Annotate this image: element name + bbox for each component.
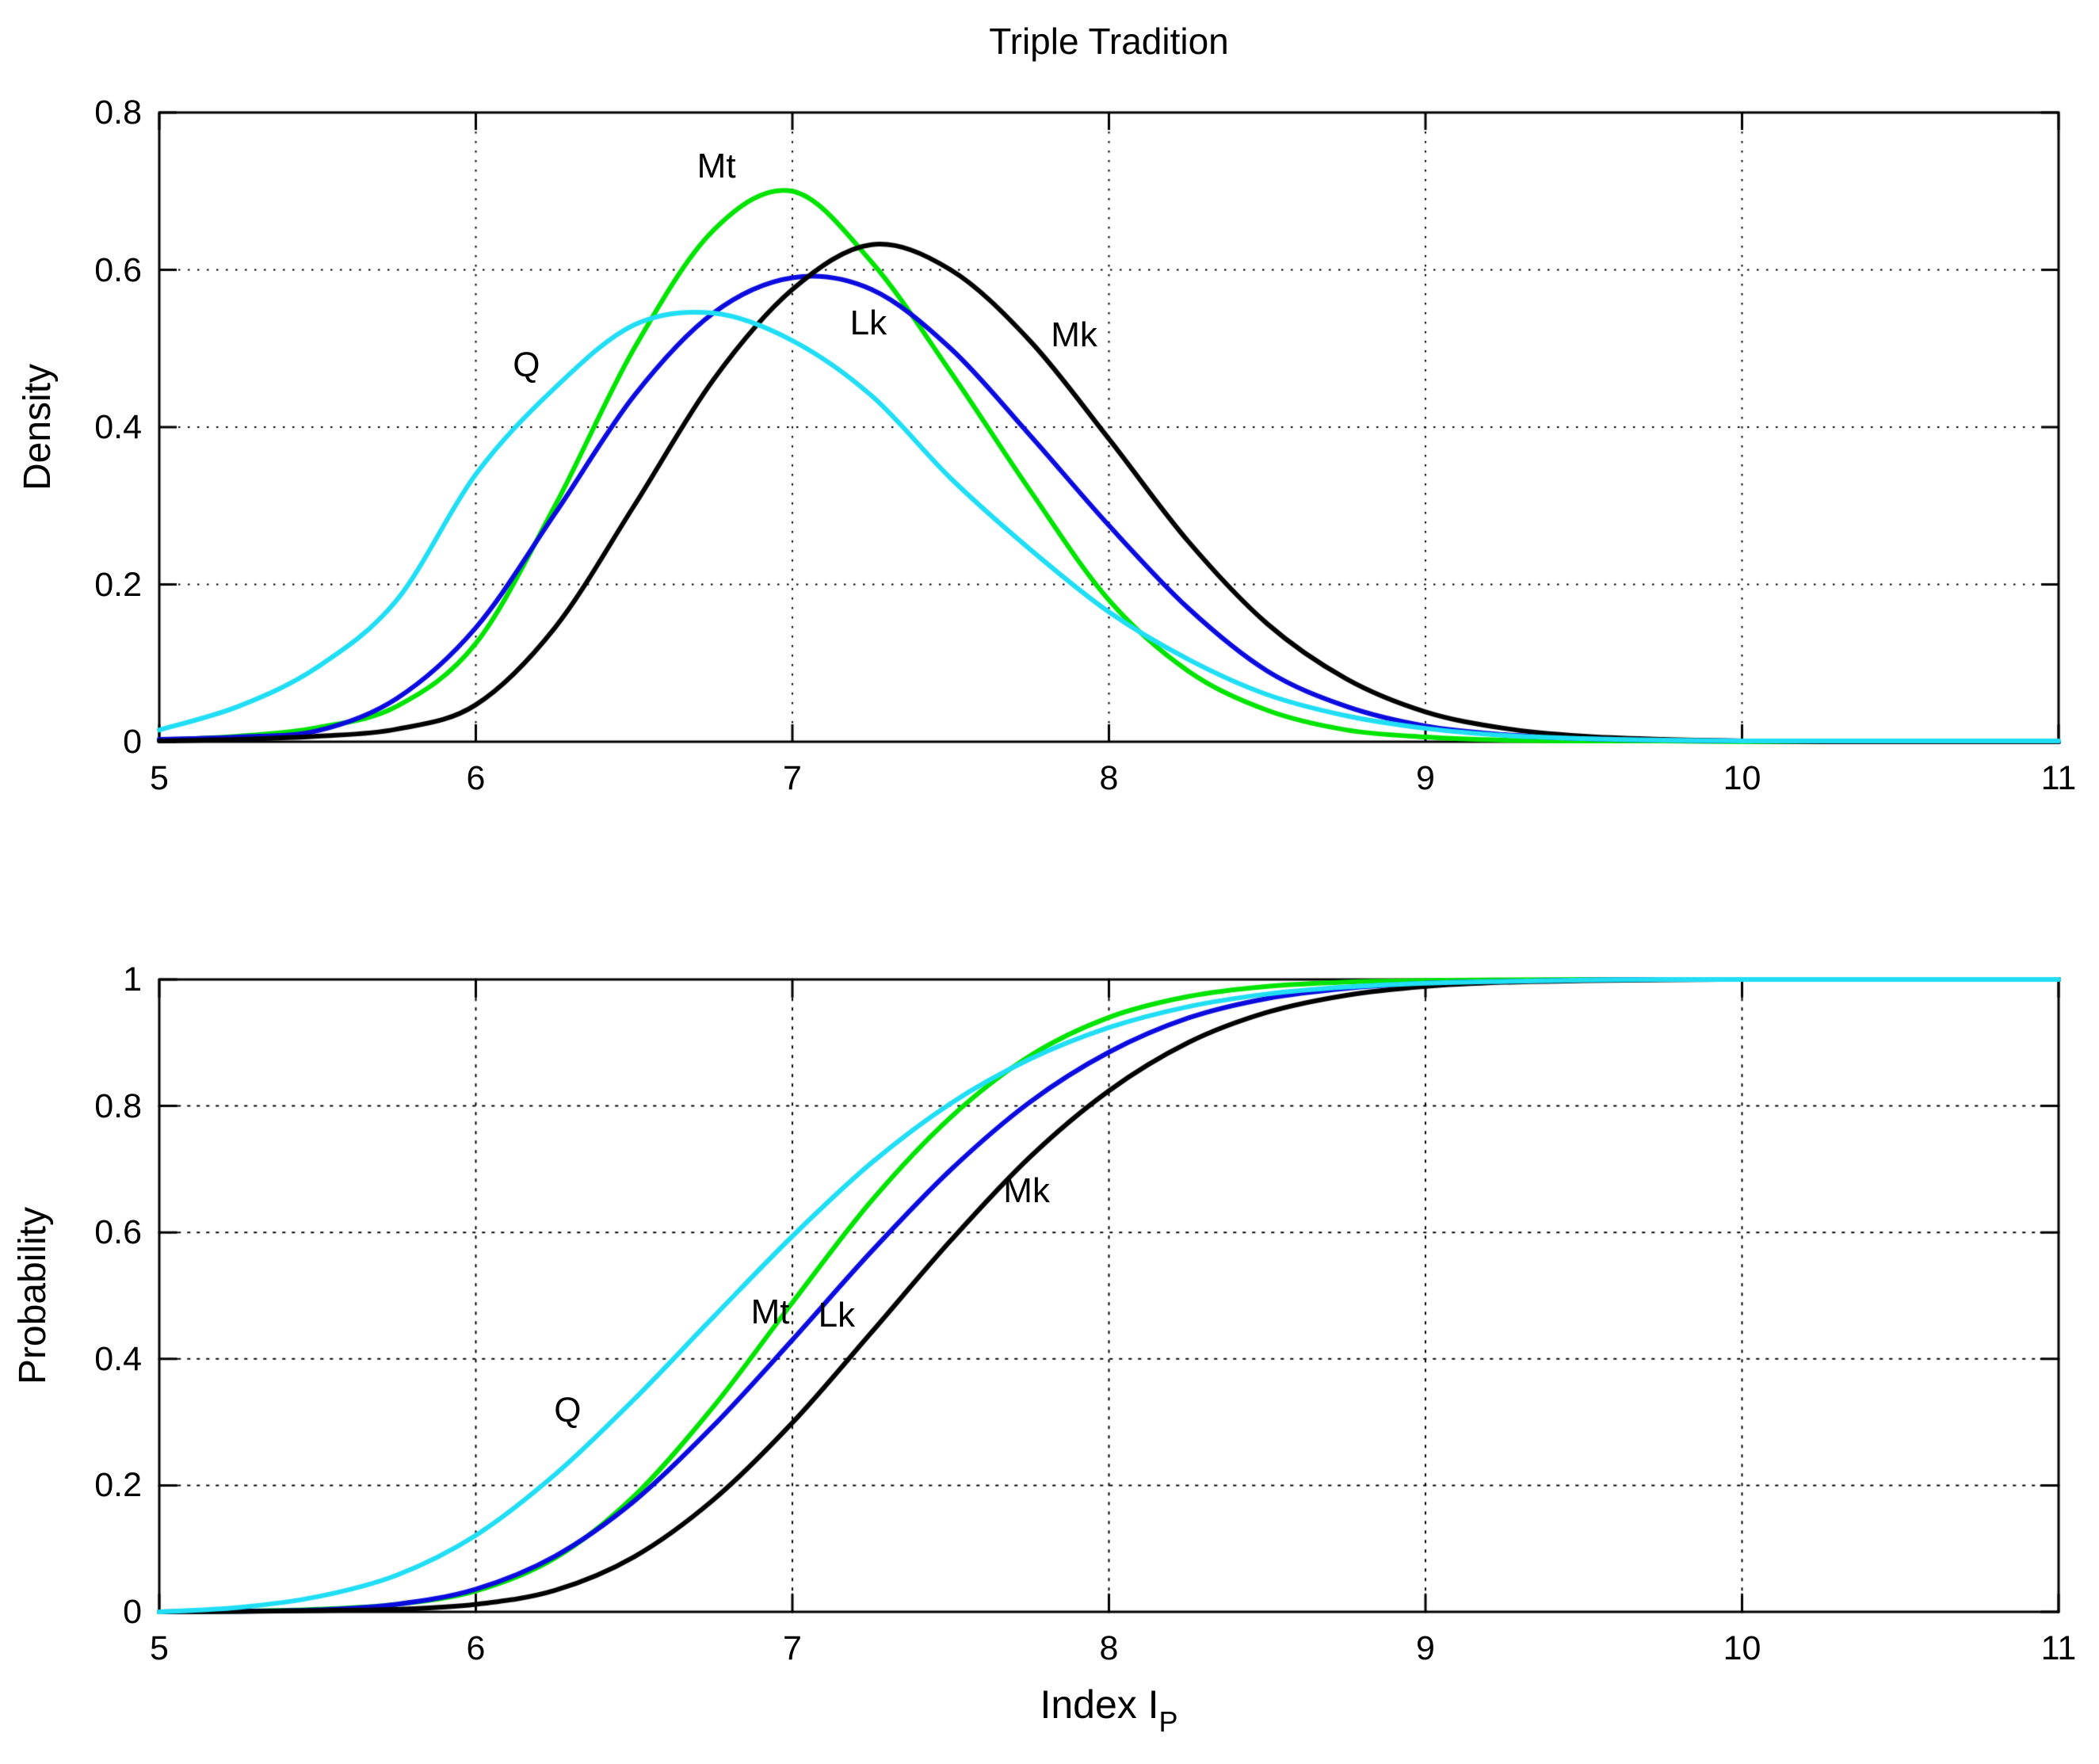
x-axis-label-subscript: P xyxy=(1158,1705,1178,1739)
x-tick-label-density-10: 10 xyxy=(1723,759,1761,797)
y-tick-label-density-0: 0 xyxy=(123,723,142,761)
curve-label-lk-density: Lk xyxy=(849,303,887,342)
chart-title: Triple Tradition xyxy=(989,21,1229,62)
y-tick-label-probability-0.2: 0.2 xyxy=(94,1466,142,1505)
x-tick-label-probability-5: 5 xyxy=(150,1629,169,1667)
x-tick-label-probability-7: 7 xyxy=(783,1629,802,1667)
x-tick-label-density-5: 5 xyxy=(150,759,169,797)
curve-label-q-density: Q xyxy=(513,345,540,384)
y-tick-label-probability-0.6: 0.6 xyxy=(94,1213,142,1252)
x-tick-label-density-8: 8 xyxy=(1099,759,1119,797)
y-tick-label-density-0.6: 0.6 xyxy=(94,250,142,289)
curve-label-mk-probability: Mk xyxy=(1003,1171,1050,1211)
x-tick-label-density-6: 6 xyxy=(466,759,486,797)
curve-label-mk-density: Mk xyxy=(1051,315,1097,354)
y-tick-label-density-0.4: 0.4 xyxy=(94,408,142,446)
x-tick-label-probability-9: 9 xyxy=(1416,1629,1435,1667)
x-tick-label-probability-6: 6 xyxy=(466,1629,486,1667)
x-tick-label-probability-11: 11 xyxy=(2040,1629,2077,1667)
x-tick-label-probability-8: 8 xyxy=(1099,1629,1119,1667)
x-axis-label-text: Index I xyxy=(1040,1682,1159,1727)
x-tick-label-probability-10: 10 xyxy=(1723,1629,1761,1667)
curve-label-q-probability: Q xyxy=(554,1391,582,1430)
y-tick-label-density-0.2: 0.2 xyxy=(94,565,142,604)
curve-label-lk-probability: Lk xyxy=(818,1295,856,1334)
curve-label-mt-probability: Mt xyxy=(750,1292,790,1331)
x-axis-label: Index IP xyxy=(159,1682,2059,1736)
x-tick-label-density-11: 11 xyxy=(2040,759,2077,797)
x-tick-label-density-9: 9 xyxy=(1416,759,1435,797)
y-tick-label-probability-0.8: 0.8 xyxy=(94,1086,142,1125)
y-tick-label-probability-0: 0 xyxy=(123,1593,142,1631)
y-tick-label-probability-0.4: 0.4 xyxy=(94,1339,142,1378)
y-tick-label-density-0.8: 0.8 xyxy=(94,94,142,132)
x-tick-label-density-7: 7 xyxy=(783,759,802,797)
y-tick-label-probability-1: 1 xyxy=(123,960,142,998)
curve-label-mt-density: Mt xyxy=(696,147,736,186)
